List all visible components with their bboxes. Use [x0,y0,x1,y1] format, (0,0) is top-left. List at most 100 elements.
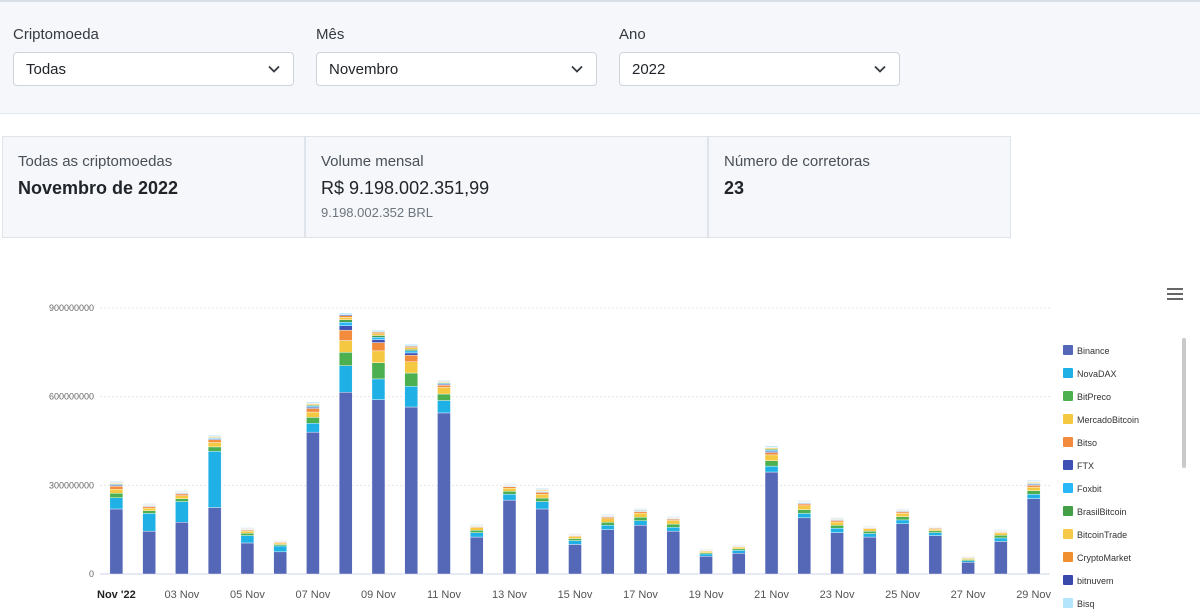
bar-segment [961,555,975,557]
x-tick-label: Nov '22 [97,589,136,601]
bar-segment [470,527,484,531]
y-tick-label: 900000000 [49,303,94,313]
bar-segment [371,333,386,336]
bar-segment [142,510,156,514]
bar-segment [830,520,844,523]
bar-segment [830,521,844,526]
criptomoeda-select[interactable]: Todas [13,52,294,86]
bar-segment [371,350,386,363]
bar-segment [502,493,517,501]
filter-ano: Ano 2022 [619,26,900,86]
bar-segment [633,511,648,514]
bar-segment [207,451,222,508]
bar-segment [601,518,615,523]
bar-segment [1026,480,1041,482]
legend-swatch [1063,506,1073,516]
bar-segment [338,352,353,366]
bar-segment [371,335,386,338]
hamburger-menu-icon[interactable] [1166,287,1184,301]
bar-segment [764,460,779,467]
filter-panel: Criptomoeda Todas Mês Novembro Ano 2022 [0,0,1200,114]
bar-segment [1026,490,1041,495]
bar-segment [338,317,353,321]
filter-label: Mês [316,26,345,43]
x-tick-label: 05 Nov [230,589,265,601]
bar-segment [994,535,1008,539]
bar-segment [601,522,615,526]
bar-segment [306,401,320,404]
ano-select[interactable]: 2022 [619,52,900,86]
bar-segment [338,315,353,318]
bar-segment [207,439,222,443]
legend-swatch [1063,368,1073,378]
bar-segment [863,525,877,527]
chevron-down-icon [267,62,281,76]
bar-segment [797,509,812,514]
bar-segment [404,349,418,352]
bar-segment [142,530,156,575]
bar-segment [470,532,484,538]
bar-segment [437,387,451,395]
card-numero-corretoras: Número de corretoras 23 [708,136,1011,238]
bar-segment [1026,493,1041,499]
x-tick-label: 07 Nov [296,589,331,601]
legend-swatch [1063,345,1073,355]
bar-segment [404,372,418,387]
card-title: Todas as criptomoedas [18,153,173,170]
bar-segment [109,480,124,483]
bar-segment [666,523,680,528]
bar-segment [994,532,1008,536]
bar-segment [699,553,713,557]
bar-segment [502,499,517,575]
bar-segment [1026,498,1041,575]
bar-segment [633,512,648,518]
bar-segment [109,497,124,510]
bar-segment [240,527,255,529]
bar-segment [535,492,549,495]
bar-segment [535,508,549,575]
bar-segment [797,517,812,575]
card-title: Número de corretoras [724,153,870,170]
bar-segment [928,530,943,533]
bar-segment [568,540,582,545]
bar-segment [863,536,877,575]
bar-segment [535,487,549,490]
legend-swatch [1063,529,1073,539]
mes-select[interactable]: Novembro [316,52,597,86]
bar-segment [306,423,320,433]
legend-swatch [1063,414,1073,424]
legend-swatch [1063,391,1073,401]
bar-segment [404,350,418,354]
bar-segment [240,542,255,575]
bar-segment [732,546,746,550]
chevron-down-icon [570,62,584,76]
legend-item-label: Bitso [1077,438,1097,448]
bar-segment [535,497,549,502]
x-tick-label: 23 Nov [820,589,855,601]
bar-segment [240,530,255,534]
bar-segment [928,528,943,532]
bar-segment [142,507,156,511]
bar-segment [764,465,779,473]
bar-segment [109,486,124,490]
bar-segment [437,379,451,382]
filter-label: Criptomoeda [13,26,99,43]
bar-segment [797,505,812,510]
select-value: Novembro [329,60,399,78]
bar-segment [1026,486,1041,491]
bar-segment [1026,485,1041,488]
legend-item-label: BitPreco [1077,392,1111,402]
bar-segment [633,525,648,575]
bar-segment [863,530,877,534]
bar-segment [568,533,582,535]
bar-segment [437,384,451,388]
bar-segment [175,490,189,492]
bar-segment [404,344,418,347]
bar-segment [371,378,386,400]
legend-scrollbar[interactable] [1182,338,1186,468]
x-tick-label: 25 Nov [885,589,920,601]
bar-segment [338,392,353,575]
x-tick-label: 29 Nov [1016,589,1051,601]
bar-segment [699,551,713,553]
bar-segment [994,529,1008,531]
